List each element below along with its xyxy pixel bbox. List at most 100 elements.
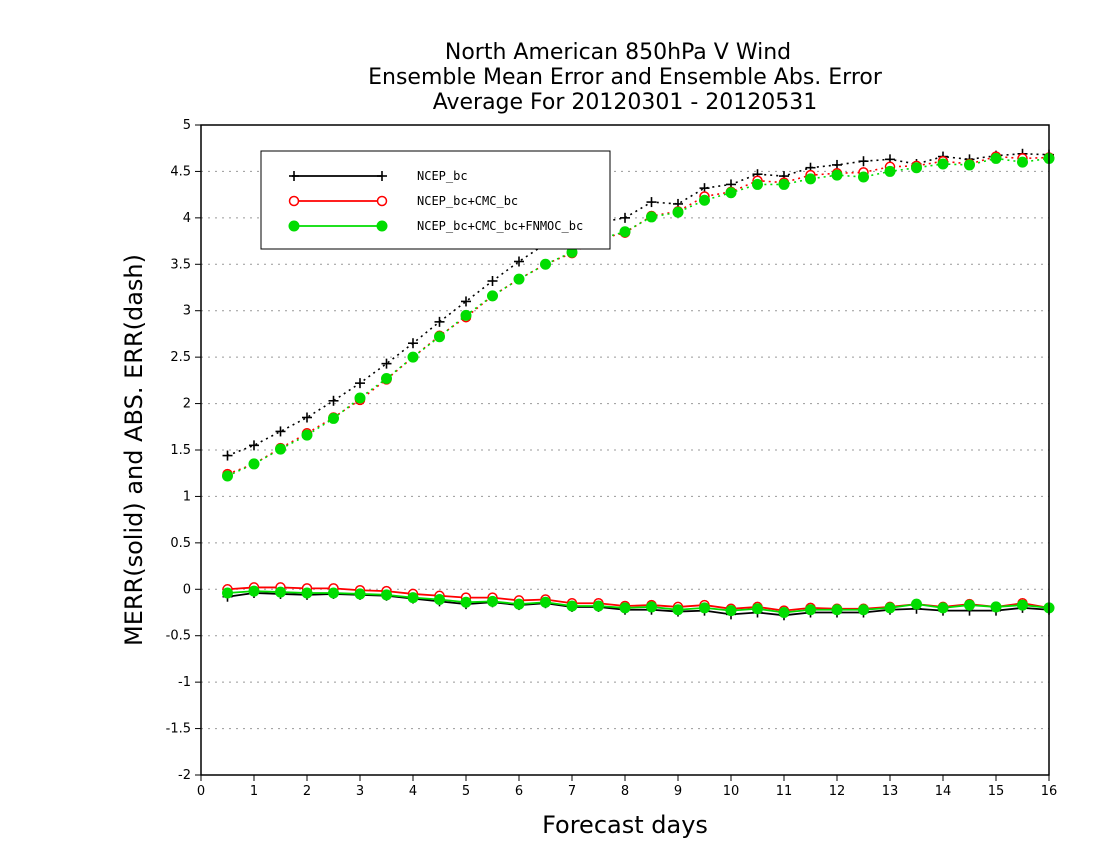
legend-item-1: NCEP_bc+CMC_bc xyxy=(288,194,518,208)
series-2-mean-err-point-13 xyxy=(566,600,578,612)
series-0-abs-err-point-10 xyxy=(487,276,498,286)
series-2-mean-err-point-18 xyxy=(699,602,710,614)
series-2-mean-err-point-26 xyxy=(911,598,922,610)
series-2-abs-err-point-29 xyxy=(990,152,1002,164)
legend-marker-right-1 xyxy=(376,195,388,207)
series-2-abs-err-point-24 xyxy=(858,171,869,183)
x-tick-label-7: 7 xyxy=(568,784,576,799)
series-2-mean-err-point-22 xyxy=(805,604,816,616)
series-2-abs-err-point-15 xyxy=(619,226,631,238)
series-2-abs-err-point-17 xyxy=(672,206,684,218)
y-tick-label-10: 0 xyxy=(183,582,191,597)
series-2-abs-err-point-11 xyxy=(513,273,525,285)
series-2-mean-err-point-24 xyxy=(858,604,869,616)
series-2-abs-err-point-19 xyxy=(725,187,737,199)
x-tick-label-8: 8 xyxy=(621,784,629,799)
series-0-abs-err-point-11 xyxy=(514,256,524,267)
x-tick-label-14: 14 xyxy=(935,784,952,799)
grid-lines xyxy=(201,170,1049,730)
legend-label-1: NCEP_bc+CMC_bc xyxy=(417,194,518,208)
legend-marker-left-2 xyxy=(288,220,300,232)
series-2-mean-err-point-2 xyxy=(275,586,286,598)
chart-title: North American 850hPa V Wind Ensemble Me… xyxy=(368,40,883,115)
series-2-mean-err-point-9 xyxy=(460,596,472,608)
series-0-abs-err-point-24 xyxy=(858,156,869,167)
y-tick-label-11: -0.5 xyxy=(166,629,191,644)
series-2-mean-err-point-0 xyxy=(222,587,233,599)
y-tick-label-5: 2.5 xyxy=(170,350,191,365)
x-tick-label-1: 1 xyxy=(250,784,258,799)
y-tick-label-6: 2 xyxy=(183,397,191,412)
x-tick-label-6: 6 xyxy=(515,784,523,799)
series-2-mean-err-point-19 xyxy=(725,605,737,617)
series-0-abs-err-point-0 xyxy=(222,450,233,461)
series-0-abs-err-point-4 xyxy=(328,395,339,406)
series-2-mean-err-point-30 xyxy=(1017,599,1028,611)
legend-marker-right-0 xyxy=(377,171,387,181)
y-tick-label-2: 4 xyxy=(183,211,191,226)
legend-item-0: NCEP_bc xyxy=(289,169,468,183)
series-0-mean-err-line xyxy=(227,592,1050,617)
legend-label-0: NCEP_bc xyxy=(417,169,468,183)
series-2-mean-err-point-21 xyxy=(778,607,790,618)
series-2-mean-err-point-28 xyxy=(964,599,975,611)
x-tick-label-11: 11 xyxy=(776,784,793,799)
series-0-abs-err-point-6 xyxy=(381,358,392,369)
series-2-abs-err-point-5 xyxy=(354,392,366,404)
series-2-mean-err-point-1 xyxy=(248,585,260,597)
series-2-abs-err-point-22 xyxy=(805,173,816,185)
series-2-mean-err-point-12 xyxy=(540,596,551,608)
x-tick-label-10: 10 xyxy=(723,784,740,799)
x-tick-label-0: 0 xyxy=(197,784,205,799)
series-2-abs-err-point-27 xyxy=(937,158,949,170)
series-2-mean-err-point-27 xyxy=(937,602,949,614)
series-2-abs-err-point-9 xyxy=(460,309,472,321)
series-2-abs-err-point-23 xyxy=(831,169,843,181)
y-tick-label-0: 5 xyxy=(183,118,191,133)
series-0-abs-err-point-5 xyxy=(355,378,365,389)
legend: NCEP_bc NCEP_bc+CMC_bc NCEP_bc+CMC_bc+FNMO… xyxy=(260,150,611,250)
y-tick-label-14: -2 xyxy=(178,768,191,783)
series-2-abs-err-point-26 xyxy=(911,162,922,174)
series-0-abs-err-point-2 xyxy=(275,426,286,437)
series-2-mean-err-point-4 xyxy=(328,587,339,599)
series-2-abs-err-point-25 xyxy=(884,165,896,177)
legend-marker-right-2 xyxy=(376,220,388,232)
series-0-abs-err-point-9 xyxy=(461,296,471,307)
series-2-abs-err-point-10 xyxy=(487,290,498,302)
series-2-abs-err-point-3 xyxy=(301,429,313,441)
x-tick-label-16: 16 xyxy=(1041,784,1058,799)
y-tick-label-7: 1.5 xyxy=(170,443,191,458)
series-2-mean-err-point-20 xyxy=(752,603,763,615)
y-tick-label-12: -1 xyxy=(178,675,191,690)
series-0-abs-err-point-3 xyxy=(302,412,312,423)
series-2-abs-err-point-7 xyxy=(407,351,419,363)
axis-ticks: 54.543.532.521.510.50-0.5-1-1.5-20 1 2 3 4 5 6… xyxy=(166,118,1058,799)
series-2-mean-err-point-16 xyxy=(646,601,657,613)
series-2-abs-err-point-12 xyxy=(540,258,551,270)
series-2-mean-err-point-8 xyxy=(434,594,445,605)
series-2-abs-err-point-18 xyxy=(699,194,710,206)
series-2-mean-err-point-25 xyxy=(884,602,896,614)
legend-marker-left-0 xyxy=(289,171,299,181)
chart-title-line-1: North American 850hPa V Wind xyxy=(445,40,791,65)
legend-item-2: NCEP_bc+CMC_bc+FNMOC_bc xyxy=(288,219,583,233)
legend-label-2: NCEP_bc+CMC_bc+FNMOC_bc xyxy=(417,219,583,233)
x-tick-label-9: 9 xyxy=(674,784,682,799)
x-tick-label-4: 4 xyxy=(409,784,417,799)
y-axis-label: MERR(solid) and ABS. ERR(dash) xyxy=(120,254,148,646)
x-tick-label-13: 13 xyxy=(882,784,899,799)
y-tick-label-8: 1 xyxy=(183,489,191,504)
legend-marker-left-1 xyxy=(288,195,300,207)
legend-rows: NCEP_bc NCEP_bc+CMC_bc NCEP_bc+CMC_bc+FNMO… xyxy=(288,169,583,233)
series-2-mean-err-point-10 xyxy=(487,595,498,607)
series-0-abs-err-point-8 xyxy=(434,316,445,327)
series-2-mean-err-point-3 xyxy=(301,587,313,599)
series-2-abs-err-point-28 xyxy=(964,159,975,171)
series-2-abs-err-point-2 xyxy=(275,443,286,455)
x-tick-label-2: 2 xyxy=(303,784,311,799)
series-2-abs-err-point-1 xyxy=(248,458,260,470)
series-2-mean-err-point-15 xyxy=(619,602,631,614)
series-2-abs-err-point-30 xyxy=(1017,156,1028,168)
y-tick-label-13: -1.5 xyxy=(166,722,191,737)
